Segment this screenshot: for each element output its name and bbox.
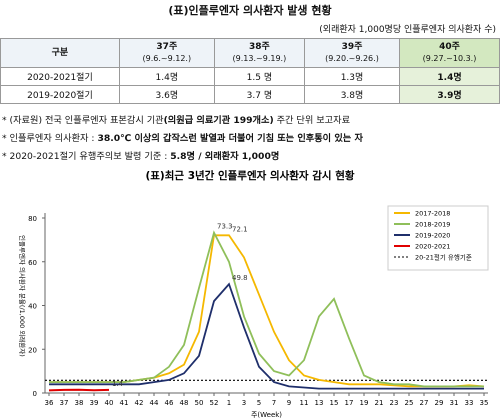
- legend-label: 20-21절기 유행기준: [415, 253, 472, 262]
- x-tick-label: 27: [420, 399, 429, 407]
- y-tick-label: 60: [28, 259, 37, 267]
- legend-box: [387, 205, 489, 271]
- header-cell: 39주 (9.20.~9.26.): [303, 38, 401, 68]
- legend-label: 2018-2019: [415, 221, 450, 229]
- note: * 인플루엔자 의사환자 : 38.0℃ 이상의 갑작스런 발열과 더불어 기침…: [2, 130, 363, 144]
- range: (9.27.~10.3.): [422, 54, 477, 63]
- x-tick-label: 5: [257, 399, 261, 407]
- x-tick-label: 7: [272, 399, 276, 407]
- x-tick-label: 11: [300, 399, 309, 407]
- x-tick-label: 40: [105, 399, 114, 407]
- x-tick-label: 36: [45, 399, 54, 407]
- x-tick-label: 23: [390, 399, 399, 407]
- chart-title: (표)최근 3년간 인플루엔자 의사환자 감시 현황: [145, 169, 354, 182]
- y-tick-label: 80: [28, 215, 37, 223]
- value-label: 72.1: [232, 225, 248, 233]
- cell: 3.7 명: [213, 85, 305, 104]
- note-part: 주간 단위 보고자료: [273, 115, 351, 126]
- cell: 3.9명: [399, 85, 500, 104]
- x-tick-label: 48: [180, 399, 189, 407]
- header-row: 구분 37주 (9.6.~9.12.) 38주 (9.13.~9.19.) 39주 (9.2…: [0, 38, 500, 68]
- series-line: [49, 230, 484, 388]
- header-cell: 38주 (9.13.~9.19.): [213, 38, 305, 68]
- x-tick-label: 39: [90, 399, 99, 407]
- week: 40주: [439, 42, 460, 52]
- x-axis-label: 주(Week): [251, 411, 282, 419]
- x-tick-label: 52: [210, 399, 219, 407]
- x-tick-label: 33: [465, 399, 474, 407]
- unit-note: (외래환자 1,000명당 인플루엔자 의사환자 수): [319, 25, 496, 35]
- range: (9.6.~9.12.): [142, 54, 192, 63]
- note: * 2020-2021절기 유행주의보 발령 기준 : 5.8명 / 외래환자 …: [2, 148, 279, 162]
- x-tick-label: 19: [360, 399, 369, 407]
- x-tick-label: 44: [150, 399, 159, 407]
- x-tick-label: 46: [165, 399, 174, 407]
- legend-label: 2020-2021: [415, 243, 450, 251]
- week: 38주: [248, 42, 270, 52]
- title: (표)인플루엔자 의사환자 발생 현황: [168, 4, 332, 17]
- cell: 1.4명: [399, 67, 500, 86]
- x-tick-label: 17: [345, 399, 354, 407]
- week: 39주: [341, 42, 363, 52]
- x-tick-label: 3: [242, 399, 246, 407]
- x-tick-label: 29: [435, 399, 444, 407]
- value-label: 73.3: [217, 223, 233, 231]
- x-tick-label: 42: [135, 399, 144, 407]
- range: (9.20.~9.26.): [325, 54, 379, 63]
- range: (9.13.~9.19.): [232, 54, 287, 63]
- note-part: (의원급 의료기관 199개소): [163, 115, 274, 126]
- x-tick-label: 41: [120, 399, 129, 407]
- header-cell: 40주 (9.27.~10.3.): [399, 38, 500, 68]
- x-tick-label: 15: [330, 399, 339, 407]
- x-tick-label: 38: [75, 399, 84, 407]
- x-tick-label: 35: [480, 399, 489, 407]
- y-tick-label: 40: [28, 303, 37, 311]
- note-part: 38.0℃ 이상의 갑작스런 발열과 더불어 기침 또는 인후통이 있는 자: [97, 133, 363, 144]
- x-tick-label: 1: [227, 399, 231, 407]
- note: * (자료원) 전국 인플루엔자 표본감시 기관(의원급 의료기관 199개소)…: [2, 112, 350, 126]
- y-tick-label: 20: [28, 346, 37, 354]
- row: 2019-2020절기 3.6명 3.7 명 3.8명 3.9명: [0, 85, 500, 104]
- x-tick-label: 9: [287, 399, 291, 407]
- cell: 3.8명: [303, 85, 401, 104]
- note-part: 5.8명 / 외래환자 1,000명: [170, 151, 280, 162]
- y-tick-label: 0: [33, 390, 37, 398]
- value-label: 1.4: [112, 380, 124, 388]
- corner-cell: 구분: [0, 38, 120, 68]
- x-tick-label: 21: [375, 399, 384, 407]
- note-part: * 2020-2021절기 유행주의보 발령 기준 :: [2, 151, 171, 162]
- x-tick-label: 50: [195, 399, 204, 407]
- note-part: * (자료원) 전국 인플루엔자 표본감시 기관: [2, 115, 164, 126]
- series-line: [48, 388, 110, 392]
- cell: 2019-2020절기: [0, 85, 120, 104]
- x-tick-label: 25: [405, 399, 414, 407]
- table: 구분 37주 (9.6.~9.12.) 38주 (9.13.~9.19.) 39주 (9.2…: [0, 38, 500, 104]
- x-tick-label: 37: [60, 399, 69, 407]
- week: 37주: [156, 42, 178, 52]
- row: 2020-2021절기 1.4명 1.5 명 1.3명 1.4명: [0, 67, 500, 86]
- legend-label: 2019-2020: [415, 232, 450, 240]
- series-line: [49, 282, 484, 390]
- x-tick-label: 31: [450, 399, 459, 407]
- y-axis-label: 인플루엔자 의사환자 분율(/1,000 외래환자): [18, 235, 27, 357]
- x-tick-label: 13: [315, 399, 324, 407]
- value-label: 49.8: [232, 274, 248, 282]
- legend-label: 2017-2018: [415, 210, 450, 218]
- note-part: * 인플루엔자 의사환자 :: [2, 133, 98, 144]
